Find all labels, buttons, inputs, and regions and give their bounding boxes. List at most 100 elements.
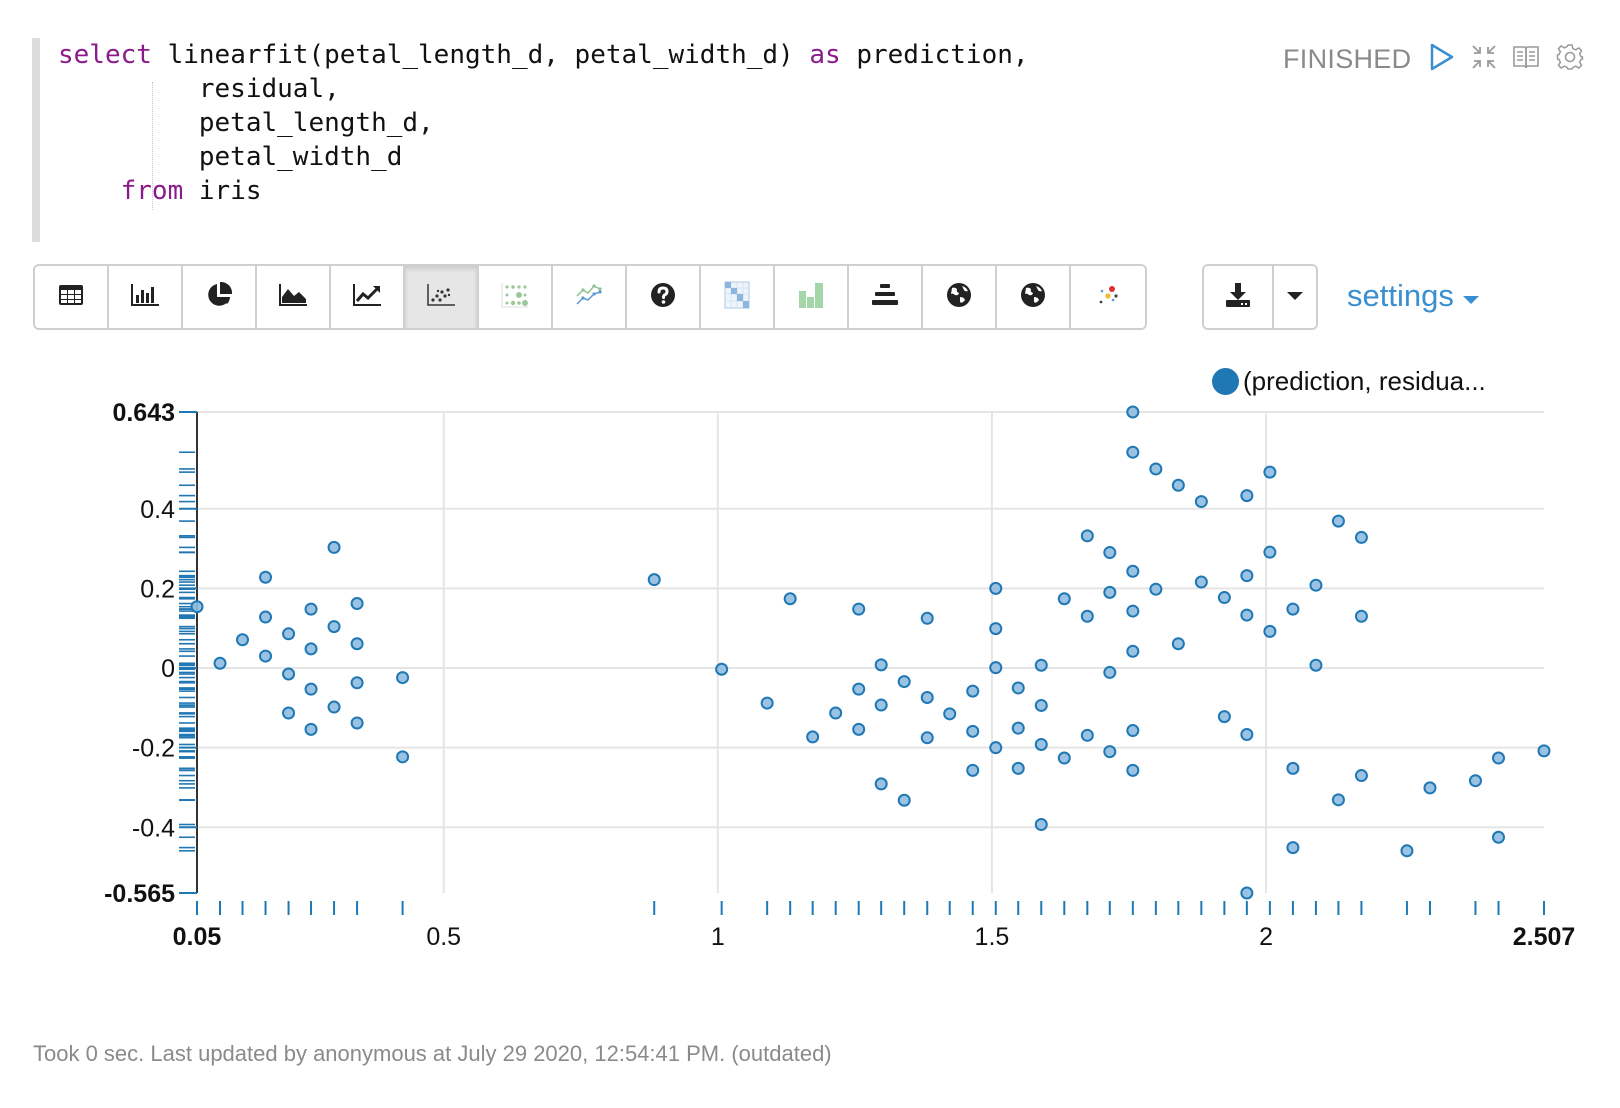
data-point[interactable] (897, 793, 911, 807)
data-point[interactable] (304, 682, 318, 696)
data-point[interactable] (327, 700, 341, 714)
data-point[interactable] (852, 682, 866, 696)
book-icon[interactable] (1509, 40, 1543, 74)
data-point[interactable] (806, 730, 820, 744)
data-point[interactable] (1103, 665, 1117, 679)
data-point[interactable] (1286, 761, 1300, 775)
data-point[interactable] (1126, 445, 1140, 459)
data-point[interactable] (350, 637, 364, 651)
data-point[interactable] (1240, 608, 1254, 622)
data-point[interactable] (1126, 724, 1140, 738)
data-point[interactable] (1263, 545, 1277, 559)
data-point[interactable] (259, 610, 273, 624)
data-point[interactable] (1034, 737, 1048, 751)
data-point[interactable] (1491, 830, 1505, 844)
data-point[interactable] (715, 662, 729, 676)
data-point[interactable] (1171, 637, 1185, 651)
data-point[interactable] (920, 611, 934, 625)
help-button[interactable] (627, 266, 701, 328)
run-icon[interactable] (1425, 40, 1459, 74)
data-point[interactable] (852, 602, 866, 616)
funnel-button[interactable] (849, 266, 923, 328)
bubble-grid-button[interactable] (479, 266, 553, 328)
data-point[interactable] (1240, 886, 1254, 900)
download-button[interactable] (1204, 266, 1274, 328)
data-point[interactable] (1331, 514, 1345, 528)
data-point[interactable] (1240, 569, 1254, 583)
data-point[interactable] (852, 722, 866, 736)
data-point[interactable] (897, 675, 911, 689)
data-point[interactable] (989, 741, 1003, 755)
data-point[interactable] (1080, 529, 1094, 543)
collapse-icon[interactable] (1467, 40, 1501, 74)
data-point[interactable] (190, 600, 204, 614)
data-point[interactable] (1126, 763, 1140, 777)
data-point[interactable] (1126, 604, 1140, 618)
map-button-1[interactable] (923, 266, 997, 328)
data-point[interactable] (1263, 465, 1277, 479)
data-point[interactable] (1103, 585, 1117, 599)
data-point[interactable] (1240, 489, 1254, 503)
data-point[interactable] (989, 581, 1003, 595)
bar-chart-button[interactable] (109, 266, 183, 328)
data-point[interactable] (1194, 495, 1208, 509)
download-dropdown-button[interactable] (1274, 266, 1316, 328)
data-point[interactable] (966, 684, 980, 698)
data-point[interactable] (874, 698, 888, 712)
data-point[interactable] (1011, 681, 1025, 695)
data-point[interactable] (1034, 818, 1048, 832)
data-point[interactable] (1354, 769, 1368, 783)
scatter-chart[interactable]: 0.643 0.4 0.2 0 -0.2 -0.4 -0.565 0.05 0.5 1 1.5 2 2.… (0, 0, 1620, 1000)
data-point[interactable] (1217, 710, 1231, 724)
data-point[interactable] (350, 597, 364, 611)
scatter-chart-button[interactable] (405, 266, 479, 328)
gear-icon[interactable] (1553, 40, 1587, 74)
data-point[interactable] (966, 763, 980, 777)
data-point[interactable] (236, 633, 250, 647)
data-point[interactable] (1103, 546, 1117, 560)
data-point[interactable] (1240, 728, 1254, 742)
data-point[interactable] (213, 656, 227, 670)
data-point[interactable] (304, 642, 318, 656)
data-point[interactable] (874, 658, 888, 672)
data-point[interactable] (1034, 698, 1048, 712)
data-point[interactable] (304, 722, 318, 736)
sql-code[interactable]: select linearfit(petal_length_d, petal_w… (58, 38, 1029, 208)
data-point[interactable] (282, 667, 296, 681)
data-point[interactable] (1080, 728, 1094, 742)
data-point[interactable] (1149, 462, 1163, 476)
data-point[interactable] (989, 622, 1003, 636)
data-point[interactable] (1354, 609, 1368, 623)
data-point[interactable] (989, 661, 1003, 675)
data-point[interactable] (350, 716, 364, 730)
data-point[interactable] (259, 570, 273, 584)
pie-chart-button[interactable] (183, 266, 257, 328)
data-point[interactable] (1011, 761, 1025, 775)
data-point[interactable] (1423, 781, 1437, 795)
data-point[interactable] (1080, 609, 1094, 623)
data-point[interactable] (783, 592, 797, 606)
data-point[interactable] (1468, 774, 1482, 788)
data-point[interactable] (259, 649, 273, 663)
data-point[interactable] (396, 671, 410, 685)
data-point[interactable] (1126, 405, 1140, 419)
data-point[interactable] (1537, 744, 1551, 758)
data-point[interactable] (1309, 578, 1323, 592)
data-point[interactable] (874, 777, 888, 791)
data-point[interactable] (943, 707, 957, 721)
data-point[interactable] (327, 620, 341, 634)
data-point[interactable] (966, 724, 980, 738)
data-point[interactable] (1491, 751, 1505, 765)
data-point[interactable] (304, 602, 318, 616)
data-point[interactable] (1400, 844, 1414, 858)
data-point[interactable] (282, 706, 296, 720)
data-point[interactable] (350, 676, 364, 690)
data-point[interactable] (1286, 841, 1300, 855)
data-point[interactable] (1263, 624, 1277, 638)
data-point[interactable] (1034, 658, 1048, 672)
data-point[interactable] (760, 696, 774, 710)
data-point[interactable] (1011, 721, 1025, 735)
data-point[interactable] (1194, 575, 1208, 589)
data-point[interactable] (327, 540, 341, 554)
data-point[interactable] (1126, 644, 1140, 658)
